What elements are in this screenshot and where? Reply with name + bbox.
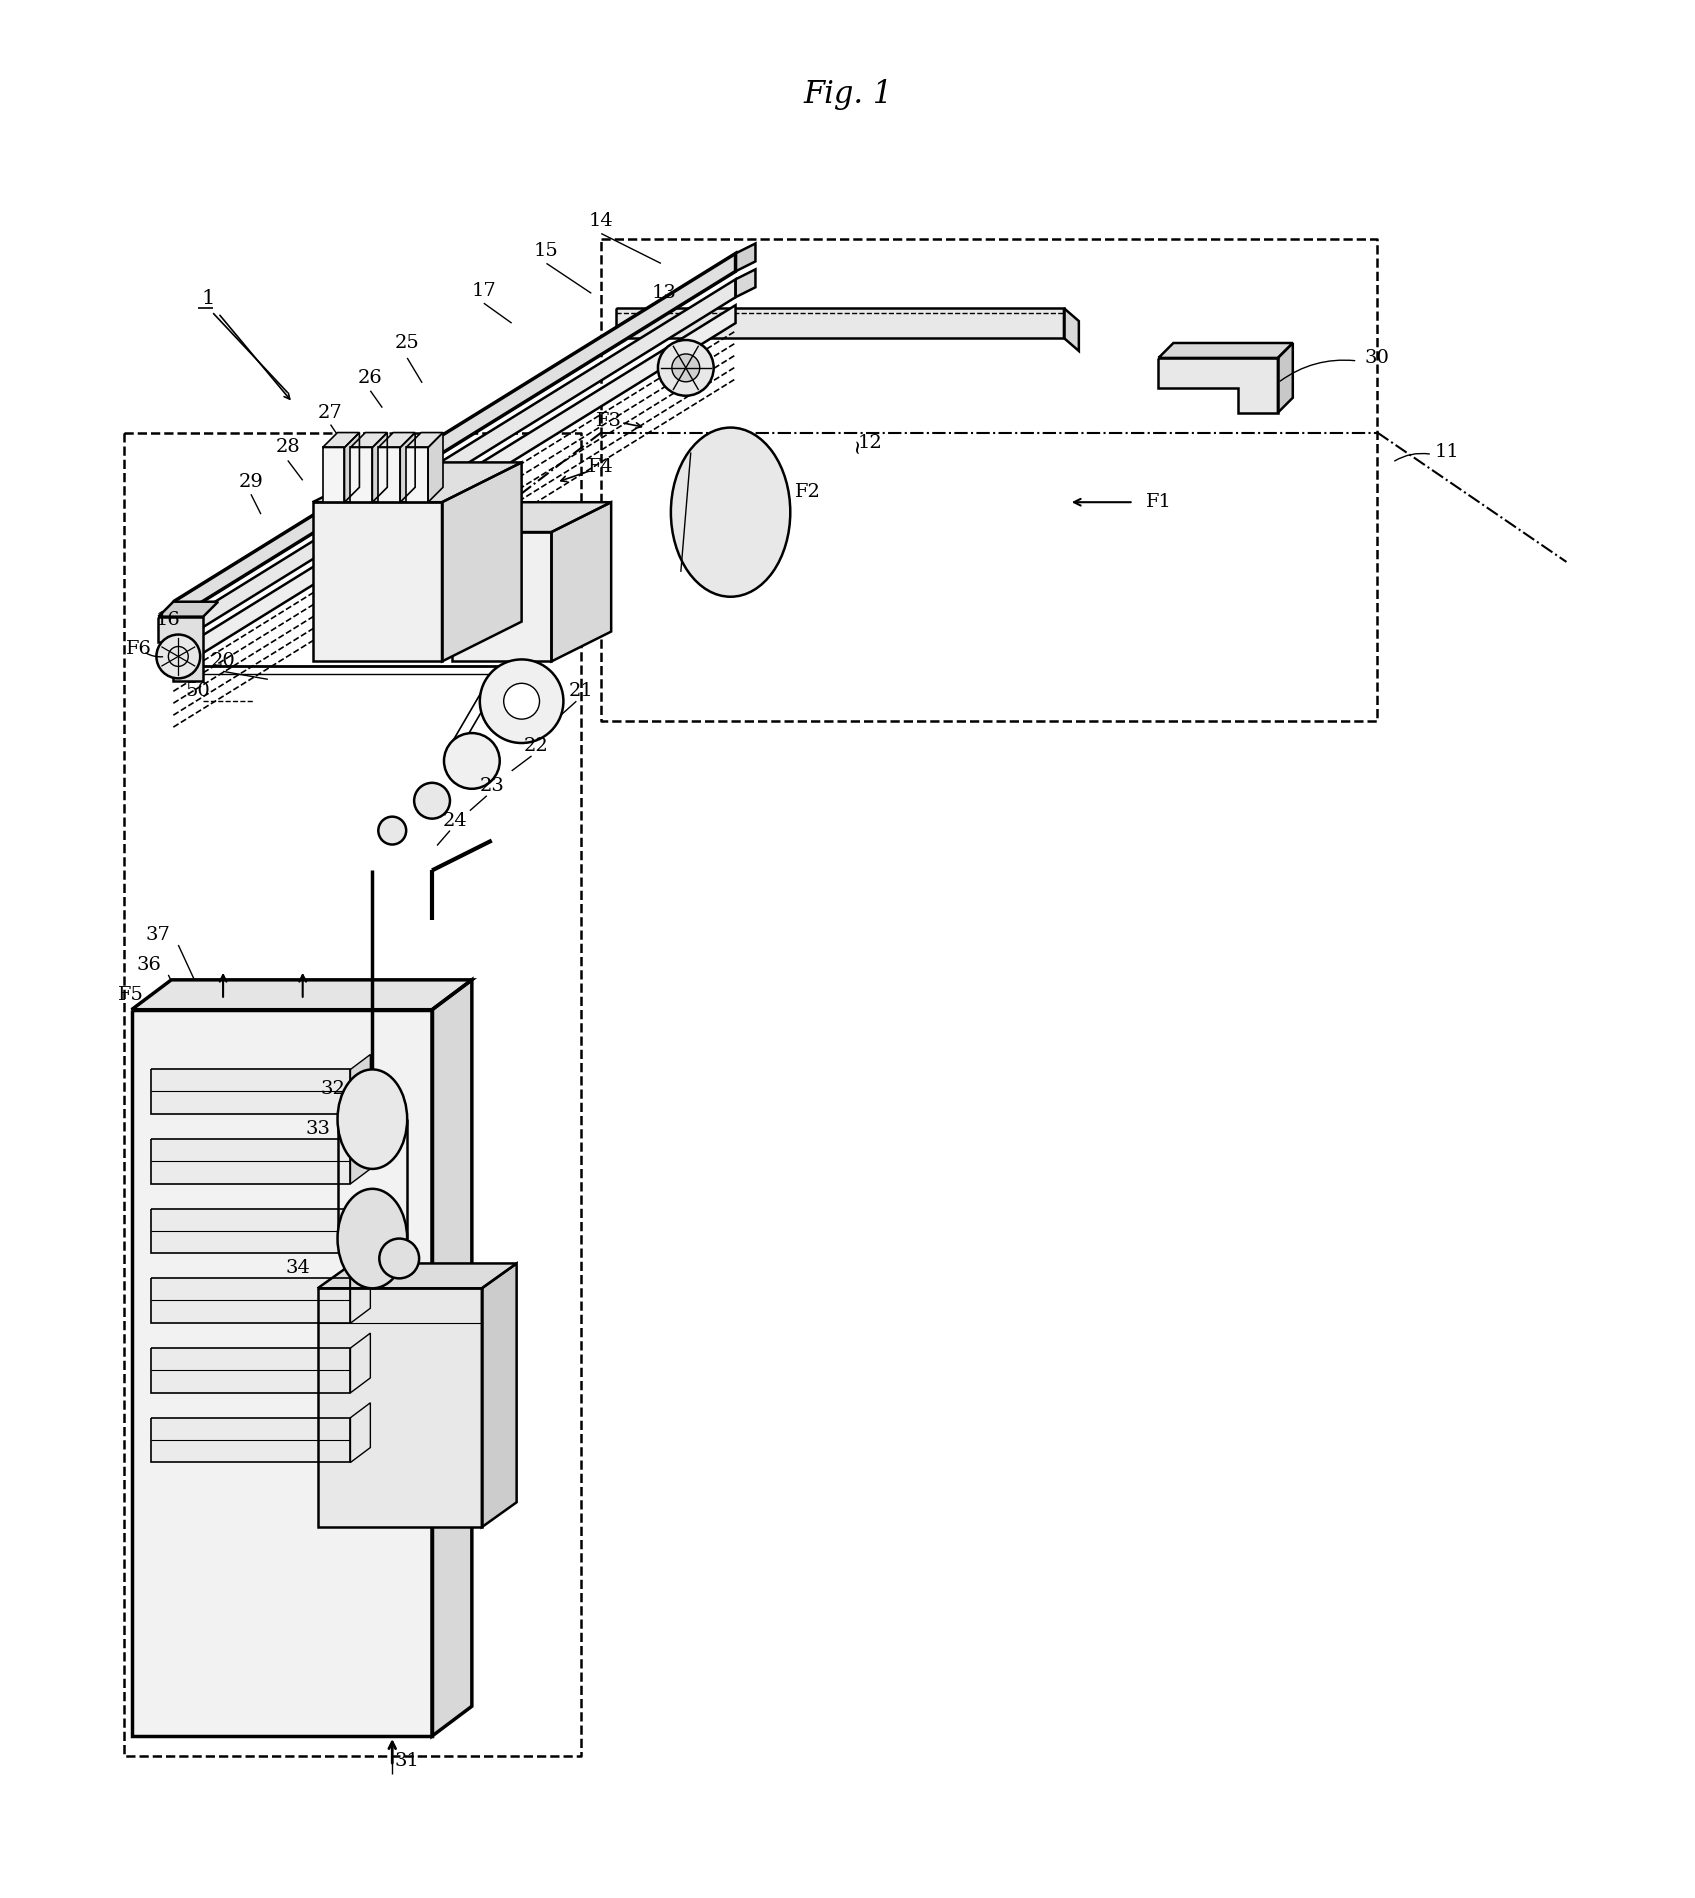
Polygon shape xyxy=(151,1069,351,1114)
Text: 13: 13 xyxy=(651,285,676,302)
Text: F1: F1 xyxy=(1146,493,1171,511)
Circle shape xyxy=(156,634,200,678)
Polygon shape xyxy=(351,448,373,503)
Text: 27: 27 xyxy=(319,404,342,421)
Polygon shape xyxy=(151,1279,351,1323)
Polygon shape xyxy=(322,433,359,448)
Text: F6: F6 xyxy=(125,640,151,659)
Polygon shape xyxy=(1064,307,1078,351)
Text: 23: 23 xyxy=(480,776,503,795)
Polygon shape xyxy=(481,1264,517,1528)
Text: 29: 29 xyxy=(239,473,263,492)
Text: 50: 50 xyxy=(186,681,210,700)
Polygon shape xyxy=(351,1332,370,1393)
Text: 21: 21 xyxy=(570,681,593,700)
Polygon shape xyxy=(173,254,736,619)
Ellipse shape xyxy=(337,1188,407,1289)
Circle shape xyxy=(414,782,449,818)
Polygon shape xyxy=(158,617,203,681)
Polygon shape xyxy=(312,503,442,661)
Polygon shape xyxy=(151,1348,351,1393)
Text: 34: 34 xyxy=(285,1260,310,1277)
Ellipse shape xyxy=(671,427,790,596)
Text: 22: 22 xyxy=(524,736,549,755)
Polygon shape xyxy=(442,463,522,661)
Text: 24: 24 xyxy=(442,812,468,829)
Text: 1: 1 xyxy=(202,288,215,307)
Polygon shape xyxy=(317,1289,481,1528)
Polygon shape xyxy=(351,1124,370,1184)
Polygon shape xyxy=(736,243,756,271)
Polygon shape xyxy=(429,433,442,503)
Text: 30: 30 xyxy=(1364,349,1390,366)
Polygon shape xyxy=(351,1264,370,1323)
Text: 37: 37 xyxy=(146,926,171,943)
Circle shape xyxy=(380,1239,419,1279)
Polygon shape xyxy=(378,448,400,503)
Polygon shape xyxy=(736,270,756,298)
Polygon shape xyxy=(407,433,442,448)
Text: 12: 12 xyxy=(858,433,883,452)
Polygon shape xyxy=(132,979,471,1010)
Circle shape xyxy=(658,340,714,397)
Polygon shape xyxy=(378,433,415,448)
Polygon shape xyxy=(151,1209,351,1253)
Text: 36: 36 xyxy=(136,957,161,974)
Polygon shape xyxy=(453,503,612,531)
Polygon shape xyxy=(132,1010,432,1737)
Ellipse shape xyxy=(337,1069,407,1169)
Circle shape xyxy=(503,683,539,719)
Polygon shape xyxy=(312,463,522,503)
Polygon shape xyxy=(1158,359,1278,412)
Circle shape xyxy=(378,816,407,845)
Text: F5: F5 xyxy=(117,985,144,1004)
Polygon shape xyxy=(407,448,429,503)
Text: 14: 14 xyxy=(588,211,614,230)
Text: F4: F4 xyxy=(588,459,614,476)
Circle shape xyxy=(480,659,563,742)
Polygon shape xyxy=(158,602,219,617)
Text: 33: 33 xyxy=(305,1120,331,1139)
Polygon shape xyxy=(351,1055,370,1114)
Text: 28: 28 xyxy=(275,438,300,457)
Polygon shape xyxy=(432,979,471,1737)
Polygon shape xyxy=(322,448,344,503)
Text: 16: 16 xyxy=(156,611,181,628)
Polygon shape xyxy=(351,1403,370,1463)
Text: F2: F2 xyxy=(795,484,820,501)
Polygon shape xyxy=(551,503,612,661)
Polygon shape xyxy=(1278,344,1293,412)
Circle shape xyxy=(444,733,500,790)
Polygon shape xyxy=(351,433,386,448)
Text: 20: 20 xyxy=(210,653,236,670)
Polygon shape xyxy=(400,433,415,503)
Polygon shape xyxy=(1158,344,1293,359)
Text: 17: 17 xyxy=(471,283,497,300)
Polygon shape xyxy=(151,1139,351,1184)
Circle shape xyxy=(671,353,700,381)
Polygon shape xyxy=(351,1194,370,1253)
Text: 11: 11 xyxy=(1434,444,1459,461)
Polygon shape xyxy=(344,433,359,503)
Polygon shape xyxy=(173,306,736,672)
Text: ~: ~ xyxy=(848,437,866,454)
Polygon shape xyxy=(617,307,1064,338)
Polygon shape xyxy=(151,1418,351,1463)
Polygon shape xyxy=(317,1264,517,1289)
Text: 32: 32 xyxy=(320,1080,346,1099)
Text: 26: 26 xyxy=(358,368,383,387)
Text: F3: F3 xyxy=(597,412,622,429)
Text: 15: 15 xyxy=(534,243,559,260)
Polygon shape xyxy=(453,531,551,661)
Text: 31: 31 xyxy=(395,1752,420,1771)
Text: 25: 25 xyxy=(395,334,420,351)
Polygon shape xyxy=(173,279,736,645)
Polygon shape xyxy=(373,433,386,503)
Text: Fig. 1: Fig. 1 xyxy=(803,78,893,110)
